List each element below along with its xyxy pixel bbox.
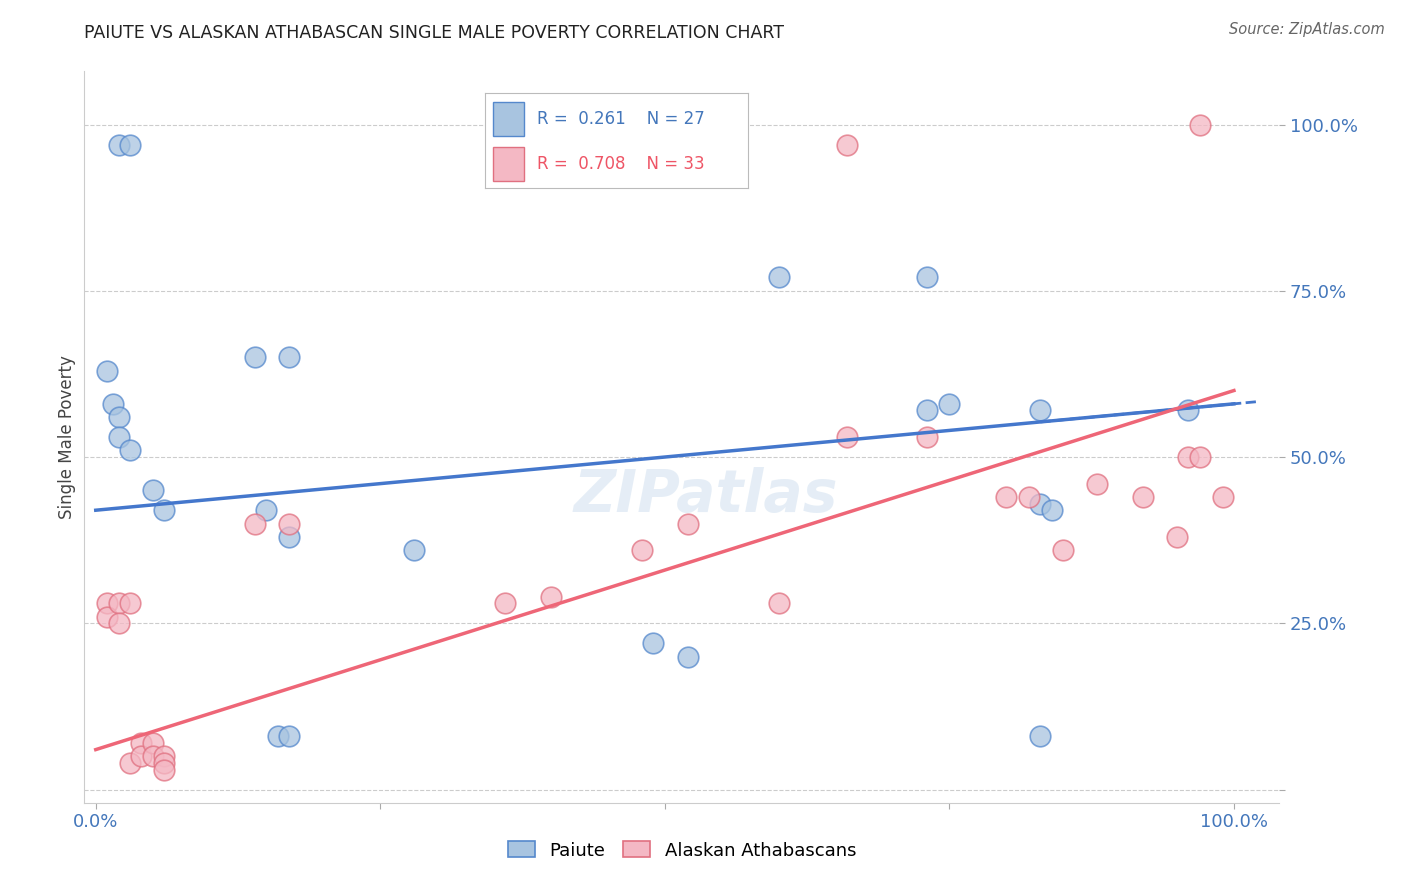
Point [1029, 497, 1052, 511]
Y-axis label: Single Male Poverty: Single Male Poverty [58, 355, 76, 519]
Point [107, 137, 129, 152]
Point [540, 590, 562, 604]
Point [142, 483, 165, 498]
Point [153, 749, 176, 764]
Point [835, 137, 858, 152]
Point [1212, 490, 1234, 504]
Point [129, 749, 152, 764]
Point [96, 609, 118, 624]
Point [1029, 403, 1052, 417]
Point [768, 270, 790, 285]
Point [995, 490, 1018, 504]
Point [676, 516, 699, 531]
Point [96, 596, 118, 610]
Point [835, 430, 858, 444]
Point [142, 749, 165, 764]
Point [96, 363, 118, 377]
Text: ZIPatlas: ZIPatlas [574, 467, 838, 524]
Point [243, 516, 266, 531]
Point [129, 736, 152, 750]
Point [142, 736, 165, 750]
Point [1040, 503, 1063, 517]
Point [118, 756, 141, 770]
Point [915, 403, 938, 417]
Point [267, 729, 290, 743]
Point [1132, 490, 1154, 504]
Point [107, 616, 129, 631]
Point [256, 503, 278, 517]
Point [107, 596, 129, 610]
Point [278, 351, 301, 365]
Point [118, 596, 141, 610]
Point [643, 636, 665, 650]
Point [768, 596, 790, 610]
Point [153, 763, 176, 777]
Text: PAIUTE VS ALASKAN ATHABASCAN SINGLE MALE POVERTY CORRELATION CHART: PAIUTE VS ALASKAN ATHABASCAN SINGLE MALE… [84, 24, 785, 42]
Point [278, 729, 301, 743]
Point [1166, 530, 1188, 544]
Point [118, 443, 141, 458]
Point [101, 397, 124, 411]
Legend: Paiute, Alaskan Athabascans: Paiute, Alaskan Athabascans [508, 841, 856, 860]
Text: Source: ZipAtlas.com: Source: ZipAtlas.com [1229, 22, 1385, 37]
Point [1188, 118, 1211, 132]
Point [915, 430, 938, 444]
Point [676, 649, 699, 664]
Point [107, 410, 129, 425]
Point [153, 503, 176, 517]
Point [278, 516, 301, 531]
Point [1052, 543, 1074, 558]
Point [938, 397, 960, 411]
Point [118, 137, 141, 152]
Point [243, 351, 266, 365]
Point [404, 543, 426, 558]
Point [1085, 476, 1108, 491]
Point [1177, 403, 1199, 417]
Point [495, 596, 517, 610]
Point [1188, 450, 1211, 464]
Point [915, 270, 938, 285]
Point [1029, 729, 1052, 743]
Point [278, 530, 301, 544]
Point [153, 756, 176, 770]
Point [107, 430, 129, 444]
Point [631, 543, 654, 558]
Point [1018, 490, 1040, 504]
Point [1177, 450, 1199, 464]
